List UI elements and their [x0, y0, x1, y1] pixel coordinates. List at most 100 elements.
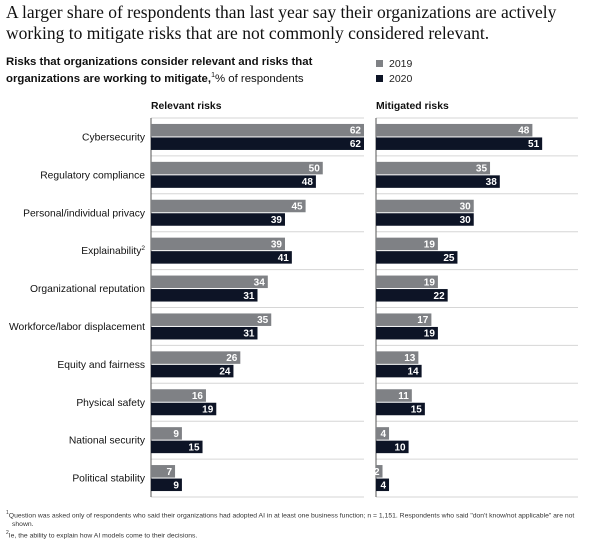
mitigated-value-label-2019-organizational-reputation: 19 [424, 277, 436, 288]
footnote-2-text: Ie, the ability to explain how AI models… [8, 532, 198, 540]
mitigated-bar-2019-explainability [376, 237, 438, 251]
mitigated-bar-2019-workforce-labor-displacement [376, 313, 432, 326]
relevant-bar-2020-regulatory-compliance [151, 175, 316, 188]
mitigated-bar-2019-organizational-reputation [376, 275, 438, 289]
category-label-cybersecurity: Cybersecurity [82, 132, 146, 143]
mitigated-bar-2020-personal-individual-privacy [376, 213, 474, 226]
mitigated-value-label-2019-political-stability: 2 [374, 467, 380, 478]
relevant-bar-2019-political-stability [151, 465, 176, 478]
relevant-bar-2019-explainability [151, 237, 285, 251]
category-label-equity-and-fairness: Equity and fairness [57, 360, 145, 371]
mitigated-value-label-2019-national-security: 4 [380, 429, 386, 440]
relevant-bar-2019-workforce-labor-displacement [151, 313, 272, 326]
mitigated-bar-2020-political-stability [376, 478, 390, 492]
subtitle-footnote-mark: 1 [211, 72, 215, 79]
category-label-personal-individual-privacy: Personal/individual privacy [23, 208, 146, 219]
relevant-value-label-2019-organizational-reputation: 34 [254, 277, 266, 288]
footnote-1-mark: 1 [6, 510, 9, 516]
relevant-bar-2019-equity-and-fairness [151, 351, 241, 364]
chart-subtitle: Risks that organizations consider releva… [6, 55, 351, 86]
relevant-value-label-2020-equity-and-fairness: 24 [219, 367, 231, 378]
mitigated-bar-2019-cybersecurity [376, 123, 533, 137]
relevant-bar-2020-equity-and-fairness [151, 364, 234, 378]
legend-swatch-2019 [376, 60, 383, 67]
relevant-value-label-2019-cybersecurity: 62 [350, 126, 362, 137]
relevant-bar-2020-cybersecurity [151, 137, 364, 150]
relevant-bar-2019-organizational-reputation [151, 275, 268, 289]
category-label-political-stability: Political stability [72, 474, 146, 485]
legend-item-2019: 2019 [376, 56, 412, 71]
legend-label-2020: 2020 [389, 72, 413, 85]
mitigated-bar-2019-physical-safety [376, 389, 412, 402]
category-label-explainability: Explainability2 [81, 245, 145, 257]
relevant-value-label-2020-national-security: 15 [188, 442, 200, 453]
relevant-bar-2019-national-security [151, 427, 182, 440]
relevant-bar-2019-physical-safety [151, 389, 206, 402]
relevant-value-label-2019-personal-individual-privacy: 45 [291, 201, 303, 212]
relevant-bar-2020-organizational-reputation [151, 289, 258, 302]
mitigated-value-label-2020-explainability: 25 [443, 253, 455, 264]
mitigated-bar-2020-physical-safety [376, 402, 425, 416]
relevant-value-label-2020-personal-individual-privacy: 39 [271, 215, 283, 226]
footnote-1-text: Question was asked only of respondents w… [8, 512, 575, 528]
relevant-value-label-2019-physical-safety: 16 [192, 391, 204, 402]
mitigated-value-label-2019-explainability: 19 [424, 239, 436, 250]
chart-headline: A larger share of respondents than last … [6, 2, 557, 43]
mitigated-value-label-2019-regulatory-compliance: 35 [476, 164, 488, 175]
relevant-value-label-2020-workforce-labor-displacement: 31 [243, 329, 255, 340]
mitigated-value-label-2020-organizational-reputation: 22 [434, 291, 446, 302]
mitigated-value-label-2019-cybersecurity: 48 [518, 126, 530, 137]
mitigated-value-label-2020-personal-individual-privacy: 30 [460, 215, 472, 226]
mitigated-value-label-2020-national-security: 10 [394, 442, 406, 453]
mitigated-value-label-2020-regulatory-compliance: 38 [486, 177, 498, 188]
mitigated-bar-2020-national-security [376, 440, 409, 454]
mitigated-bar-2019-national-security [376, 427, 390, 440]
relevant-bar-2019-regulatory-compliance [151, 161, 323, 175]
category-footnote-mark: 2 [141, 245, 145, 252]
relevant-bar-2020-workforce-labor-displacement [151, 326, 258, 340]
mitigated-bar-2020-workforce-labor-displacement [376, 326, 438, 340]
relevant-bar-2019-personal-individual-privacy [151, 199, 306, 213]
category-label-physical-safety: Physical safety [76, 398, 146, 409]
relevant-bar-2020-personal-individual-privacy [151, 213, 285, 226]
relevant-value-label-2019-workforce-labor-displacement: 35 [257, 315, 269, 326]
subtitle-text: Risks that organizations consider releva… [6, 56, 313, 85]
relevant-value-label-2020-regulatory-compliance: 48 [302, 177, 314, 188]
legend-item-2020: 2020 [376, 71, 412, 86]
relevant-value-label-2020-explainability: 41 [278, 253, 290, 264]
mitigated-bar-2019-regulatory-compliance [376, 161, 491, 175]
panel-title-relevant: Relevant risks [151, 101, 222, 112]
footnote-2-mark: 2 [6, 530, 9, 537]
chart-legend: 2019 2020 [376, 56, 412, 86]
relevant-bar-2020-national-security [151, 440, 203, 454]
mitigated-bar-2019-equity-and-fairness [376, 351, 419, 364]
category-label-national-security: National security [69, 436, 146, 447]
legend-swatch-2020 [376, 75, 383, 82]
legend-label-2019: 2019 [389, 57, 413, 70]
relevant-bar-2020-physical-safety [151, 402, 217, 416]
mitigated-value-label-2019-workforce-labor-displacement: 17 [417, 315, 429, 326]
mitigated-bar-2020-organizational-reputation [376, 289, 448, 302]
subtitle-unit: % of respondents [214, 72, 304, 85]
relevant-bar-2020-explainability [151, 251, 292, 264]
mitigated-bar-2019-personal-individual-privacy [376, 199, 474, 213]
mitigated-value-label-2020-equity-and-fairness: 14 [407, 367, 419, 378]
relevant-value-label-2020-organizational-reputation: 31 [243, 291, 255, 302]
mitigated-value-label-2019-physical-safety: 11 [398, 391, 409, 402]
mitigated-value-label-2020-physical-safety: 15 [411, 404, 423, 415]
mitigated-bar-2020-regulatory-compliance [376, 175, 500, 188]
mitigated-bar-2020-equity-and-fairness [376, 364, 422, 378]
mitigated-value-label-2020-workforce-labor-displacement: 19 [424, 329, 436, 340]
footnote-1: 1Question was asked only of respondents … [6, 509, 576, 529]
category-label-regulatory-compliance: Regulatory compliance [40, 170, 145, 181]
relevant-value-label-2020-cybersecurity: 62 [350, 139, 362, 150]
relevant-value-label-2019-regulatory-compliance: 50 [309, 164, 321, 175]
footnotes: 1Question was asked only of respondents … [6, 509, 576, 541]
mitigated-value-label-2020-cybersecurity: 51 [528, 139, 540, 150]
mitigated-bar-2020-cybersecurity [376, 137, 543, 150]
relevant-value-label-2019-explainability: 39 [271, 239, 283, 250]
mitigated-value-label-2020-political-stability: 4 [380, 480, 386, 491]
category-label-organizational-reputation: Organizational reputation [30, 284, 145, 295]
relevant-bar-2020-political-stability [151, 478, 182, 492]
